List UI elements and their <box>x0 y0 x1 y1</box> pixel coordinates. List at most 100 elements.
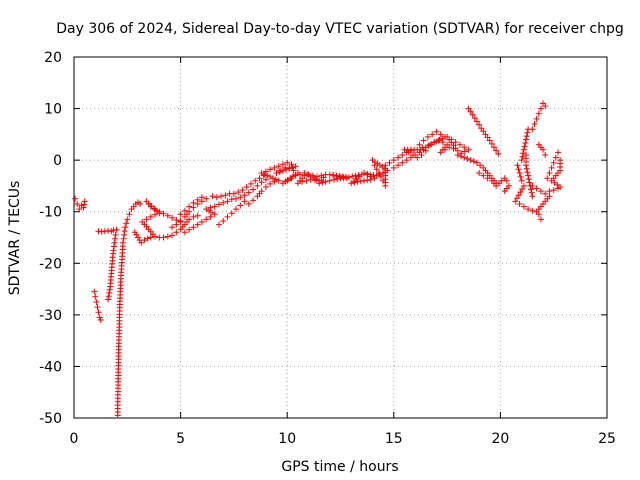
data-point <box>420 137 427 144</box>
data-point <box>535 110 542 117</box>
data-point <box>535 211 542 218</box>
data-point <box>252 177 259 184</box>
data-point <box>81 201 88 208</box>
data-point <box>256 175 263 182</box>
data-point <box>120 239 126 246</box>
data-point <box>542 103 549 109</box>
data-point <box>418 152 425 158</box>
data-point <box>390 157 397 164</box>
x-tick-label: 10 <box>278 431 296 447</box>
x-tick-label: 15 <box>385 431 403 447</box>
data-point <box>523 136 529 143</box>
x-axis-title: GPS time / hours <box>281 459 398 475</box>
data-point <box>284 177 291 184</box>
data-point <box>261 171 268 178</box>
data-point <box>110 247 117 254</box>
data-point <box>164 212 171 219</box>
data-point <box>211 203 218 210</box>
data-point <box>348 180 355 187</box>
data-point <box>267 180 274 187</box>
data-point <box>427 141 433 148</box>
data-point <box>143 216 150 223</box>
data-point <box>361 170 367 176</box>
data-point <box>529 207 536 214</box>
data-point <box>537 216 544 223</box>
data-point <box>495 151 502 157</box>
data-point <box>207 213 214 220</box>
data-point <box>519 186 526 192</box>
data-point <box>424 133 431 140</box>
data-point <box>395 154 402 161</box>
data-point <box>279 180 286 187</box>
data-point <box>94 304 101 311</box>
data-point <box>250 197 257 204</box>
data-point <box>228 210 235 217</box>
data-point <box>464 155 471 162</box>
data-point <box>258 179 265 186</box>
data-point <box>512 198 519 205</box>
data-point <box>186 216 193 223</box>
data-point <box>552 154 559 161</box>
data-point <box>517 173 524 180</box>
data-point <box>288 161 295 168</box>
data-point <box>461 154 468 161</box>
data-markers <box>72 100 564 419</box>
data-point <box>139 219 146 225</box>
x-tick-label: 0 <box>70 431 79 447</box>
data-point <box>373 166 380 173</box>
data-point <box>390 164 397 171</box>
data-point <box>301 170 308 176</box>
data-point <box>371 162 378 169</box>
data-point <box>465 146 472 153</box>
data-point <box>290 167 297 174</box>
data-point <box>194 196 201 203</box>
data-point <box>458 153 464 160</box>
data-point <box>319 179 326 186</box>
data-point <box>525 172 532 179</box>
data-point <box>156 208 163 215</box>
data-point <box>97 317 104 323</box>
data-point <box>160 210 167 217</box>
data-point <box>520 203 527 210</box>
data-point <box>203 216 210 223</box>
data-point <box>520 150 527 157</box>
data-point <box>403 157 410 164</box>
data-point <box>410 152 416 158</box>
data-point <box>452 139 459 146</box>
data-point <box>316 180 323 187</box>
data-point <box>478 125 485 132</box>
x-tick-label: 20 <box>491 431 509 447</box>
data-point <box>91 288 98 295</box>
data-point <box>467 108 474 115</box>
data-point <box>488 140 495 147</box>
data-point <box>105 293 112 300</box>
data-point <box>147 234 154 241</box>
data-point <box>477 162 484 169</box>
data-point <box>81 198 88 205</box>
data-point <box>501 188 508 195</box>
data-point <box>177 211 184 218</box>
data-point <box>262 184 269 190</box>
data-point <box>181 207 188 214</box>
data-point <box>386 159 393 166</box>
data-point <box>275 163 282 170</box>
data-point <box>542 152 549 158</box>
data-point <box>72 195 79 202</box>
data-point <box>435 137 442 144</box>
data-point <box>482 131 489 138</box>
data-point <box>169 224 176 231</box>
data-point <box>220 218 227 224</box>
data-point <box>529 182 536 189</box>
y-tick-label: -40 <box>39 359 62 375</box>
data-point <box>376 171 383 178</box>
data-point <box>516 170 523 176</box>
data-point <box>326 177 333 184</box>
data-point <box>523 133 530 140</box>
data-point <box>292 163 299 170</box>
data-point <box>74 201 81 207</box>
data-point <box>461 144 468 151</box>
data-point <box>216 221 222 228</box>
data-point <box>297 171 303 178</box>
data-point <box>299 178 306 185</box>
